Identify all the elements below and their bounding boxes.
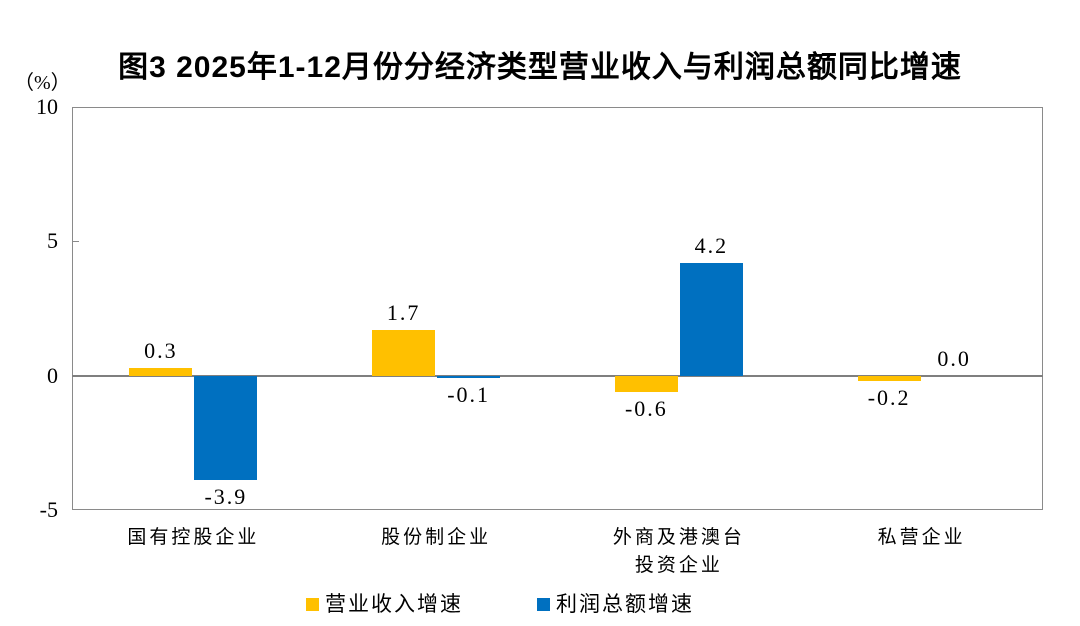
y-axis-unit-label: （%） bbox=[14, 72, 71, 94]
legend-label-revenue-growth: 营业收入增速 bbox=[325, 592, 463, 616]
bar-label-profit-growth-1: -0.1 bbox=[447, 382, 491, 408]
y-tick-label: 5 bbox=[47, 228, 58, 254]
bar-label-revenue-growth-3: -0.2 bbox=[867, 385, 911, 411]
bar-label-revenue-growth-0: 0.3 bbox=[144, 337, 178, 363]
bar-profit-growth-2 bbox=[679, 262, 743, 376]
plot-area bbox=[72, 107, 1043, 510]
bar-label-revenue-growth-2: -0.6 bbox=[624, 395, 668, 421]
zero-baseline bbox=[72, 374, 1043, 377]
y-tick-label: 0 bbox=[47, 362, 58, 388]
bar-label-profit-growth-3: 0.0 bbox=[937, 345, 971, 371]
y-axis-tick-mark bbox=[72, 240, 79, 242]
legend-label-profit-growth: 利润总额增速 bbox=[556, 592, 694, 616]
bar-revenue-growth-2 bbox=[614, 375, 678, 392]
y-tick-label: -5 bbox=[39, 497, 58, 522]
bar-label-profit-growth-2: 4.2 bbox=[694, 232, 729, 258]
bar-label-revenue-growth-1: 1.7 bbox=[386, 299, 421, 325]
legend-swatch-profit-growth bbox=[537, 597, 550, 611]
legend-item-revenue-growth: 营业收入增速 bbox=[306, 592, 463, 616]
legend-swatch-revenue-growth bbox=[306, 597, 319, 611]
bar-profit-growth-0 bbox=[194, 375, 258, 481]
category-label-3: 私营企业 bbox=[877, 527, 966, 548]
bar-label-profit-growth-0: -3.9 bbox=[204, 484, 248, 510]
bar-profit-growth-1 bbox=[437, 375, 501, 379]
y-tick-label: 10 bbox=[36, 94, 58, 119]
category-label-1: 股份制企业 bbox=[381, 527, 492, 548]
bar-revenue-growth-1 bbox=[372, 329, 436, 376]
chart-title: 图3 2025年1-12月份分经济类型营业收入与利润总额同比增速 bbox=[118, 51, 962, 84]
category-label-0: 国有控股企业 bbox=[127, 527, 260, 548]
bar-revenue-growth-0 bbox=[129, 367, 193, 376]
legend-item-profit-growth: 利润总额增速 bbox=[537, 592, 694, 616]
category-label-2: 外商及港澳台 投资企业 bbox=[612, 527, 745, 576]
bar-revenue-growth-3 bbox=[857, 375, 921, 382]
legend: 营业收入增速 利润总额增速 bbox=[0, 592, 1000, 616]
